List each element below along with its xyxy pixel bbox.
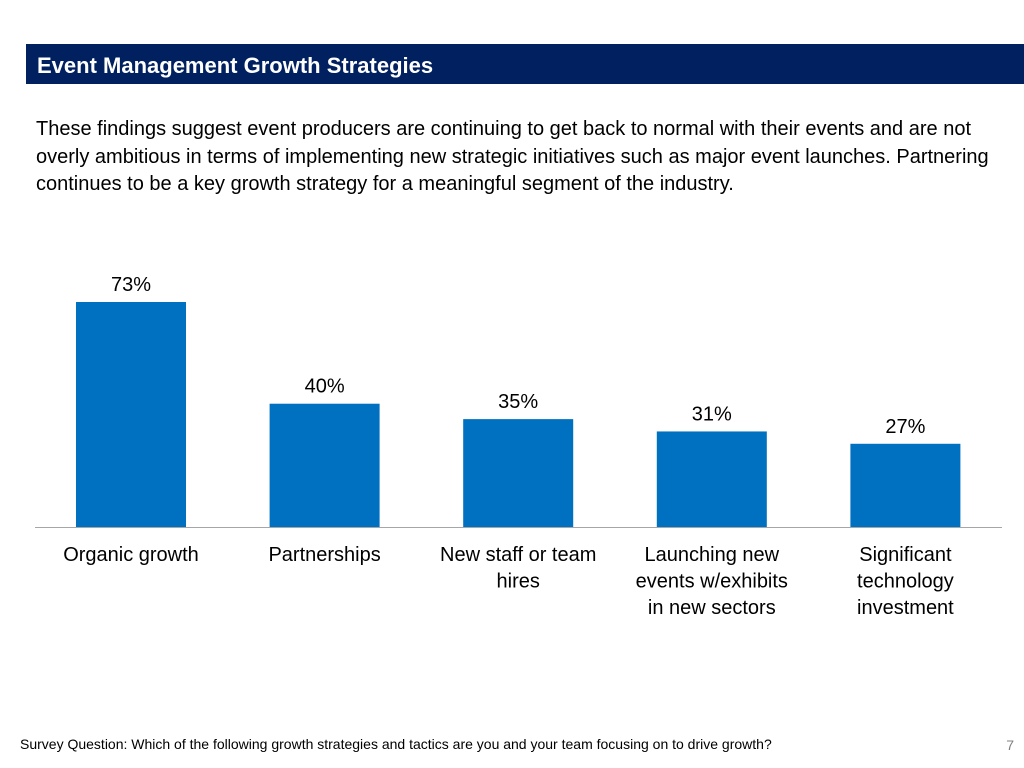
body-text: These findings suggest event producers a… — [36, 118, 989, 195]
category-label-2: Partnerships — [268, 544, 380, 566]
bar-2 — [269, 403, 380, 527]
bar-5 — [850, 443, 961, 527]
category-label-line: Organic growth — [63, 544, 199, 566]
category-label-line: New staff or team — [440, 544, 596, 566]
category-label-line: in new sectors — [648, 597, 776, 619]
data-label-5: 27% — [885, 416, 925, 438]
bar-4 — [656, 431, 767, 527]
category-label-line: investment — [857, 597, 954, 619]
category-label-line: events w/exhibits — [636, 571, 788, 593]
page-number: 7 — [1006, 737, 1014, 753]
data-label-1: 73% — [111, 274, 151, 296]
bar-3 — [463, 419, 574, 527]
category-label-line: technology — [857, 571, 954, 593]
slide-title: Event Management Growth Strategies — [26, 44, 1024, 84]
category-label-4: Launching new events w/exhibits in new sec… — [636, 544, 788, 619]
category-label-line: Partnerships — [268, 544, 380, 566]
survey-question-footnote: Survey Question: Which of the following … — [20, 736, 772, 752]
category-label-line: hires — [497, 571, 540, 593]
category-label-line: Launching new — [645, 544, 780, 566]
category-label-3: New staff or team hires — [440, 544, 596, 593]
category-label-1: Organic growth — [63, 544, 199, 566]
category-label-line: Significant — [859, 544, 952, 566]
category-label-5: Significant technology investment — [857, 544, 954, 619]
data-label-4: 31% — [692, 403, 732, 425]
bar-1 — [76, 302, 186, 527]
data-label-2: 40% — [305, 376, 345, 398]
bar-chart: 73% Organic growth 40% Partnerships 35% New s… — [35, 274, 1002, 619]
data-label-3: 35% — [498, 391, 538, 413]
